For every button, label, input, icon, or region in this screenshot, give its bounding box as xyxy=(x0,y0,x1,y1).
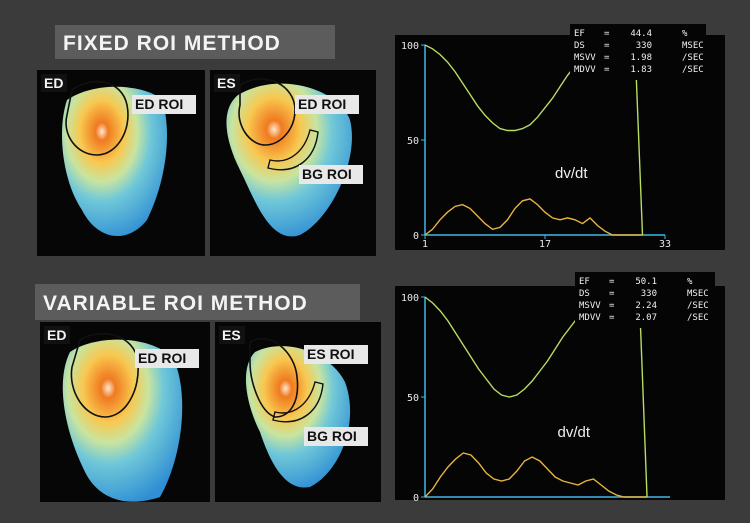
stat-text: = xyxy=(609,289,615,299)
image-label: ES xyxy=(217,75,236,91)
scan-image: ED ED ROI xyxy=(37,70,205,256)
stat-text: = xyxy=(609,277,615,287)
scan-image: ES ED ROI BG ROI xyxy=(210,70,376,256)
stat-text: MSVV xyxy=(574,53,596,63)
image-label: ES xyxy=(222,327,241,343)
curve-annotation: dv/dt xyxy=(555,165,588,182)
stat-text: = xyxy=(604,53,610,63)
stat-text: MDVV xyxy=(574,65,596,75)
roi-label: BG ROI xyxy=(302,166,352,182)
stat-text: MSEC xyxy=(687,289,709,299)
scan-image: ES ES ROI BG ROI xyxy=(215,322,381,502)
stat-text: /SEC xyxy=(687,313,709,323)
scan-image: ED ED ROI xyxy=(40,322,210,502)
image-label: ED xyxy=(44,75,63,91)
stat-text: 50.1 xyxy=(635,277,657,287)
stat-text: 44.4 xyxy=(630,29,652,39)
y-tick-label: 0 xyxy=(413,493,419,504)
stat-text: = xyxy=(604,29,610,39)
screen: FIXED ROI METHOD ED ED ROI ES ED ROI BG ROI 0 5… xyxy=(0,0,750,523)
roi-label: BG ROI xyxy=(307,428,357,444)
y-tick-label: 100 xyxy=(401,293,419,304)
stat-text: /SEC xyxy=(682,53,704,63)
stat-text: /SEC xyxy=(687,301,709,311)
stat-text: MSVV xyxy=(579,301,601,311)
stat-text: 330 xyxy=(636,41,652,51)
stat-text: = xyxy=(604,65,610,75)
x-tick-label: 33 xyxy=(659,239,671,250)
stat-text: MDVV xyxy=(579,313,601,323)
stat-text: = xyxy=(609,313,615,323)
roi-label: ED ROI xyxy=(298,96,346,112)
stat-text: EF xyxy=(579,277,590,287)
stat-text: MSEC xyxy=(682,41,704,51)
y-tick-label: 50 xyxy=(407,393,419,404)
panel-title: FIXED ROI METHOD xyxy=(63,32,281,55)
stat-text: /SEC xyxy=(682,65,704,75)
roi-label: ED ROI xyxy=(135,96,183,112)
panel-title: VARIABLE ROI METHOD xyxy=(43,292,308,315)
stat-text: EF xyxy=(574,29,585,39)
stat-text: 330 xyxy=(641,289,657,299)
stat-text: 2.07 xyxy=(635,313,657,323)
stat-text: = xyxy=(609,301,615,311)
stat-text: 1.83 xyxy=(630,65,652,75)
stat-text: = xyxy=(604,41,610,51)
stat-text: % xyxy=(682,29,688,39)
roi-label: ED ROI xyxy=(138,350,186,366)
x-tick-label: 1 xyxy=(422,239,428,250)
image-label: ED xyxy=(47,327,66,343)
y-tick-label: 100 xyxy=(401,41,419,52)
roi-label: ES ROI xyxy=(307,346,354,362)
curve-annotation: dv/dt xyxy=(558,424,591,441)
stat-text: 1.98 xyxy=(630,53,652,63)
stat-text: 2.24 xyxy=(635,301,657,311)
y-tick-label: 50 xyxy=(407,136,419,147)
stat-text: % xyxy=(687,277,693,287)
stat-text: DS xyxy=(579,289,590,299)
y-tick-label: 0 xyxy=(413,231,419,242)
x-tick-label: 17 xyxy=(539,239,551,250)
stat-text: DS xyxy=(574,41,585,51)
